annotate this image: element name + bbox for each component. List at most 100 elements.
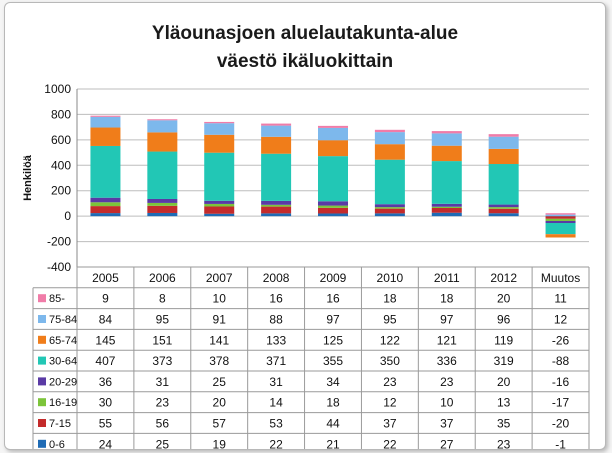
bar-segment-75-84-2011	[431, 133, 462, 146]
bar-segment-0-6-2011	[431, 212, 462, 217]
table-cell-value: 23	[156, 396, 170, 410]
bar-segment-16-19-Muutos	[545, 218, 576, 221]
legend-swatch	[38, 356, 46, 365]
bar-segment-75-84-2007	[204, 123, 235, 135]
table-cell-value: 30	[99, 396, 113, 410]
bar-segment-30-64-2010	[374, 159, 405, 205]
bar-segment-65-74-Muutos	[545, 234, 576, 238]
table-cell-value: 97	[326, 313, 340, 327]
legend-swatch	[38, 419, 46, 427]
table-cell-value: 31	[156, 375, 170, 389]
bar-segment-85--2010	[374, 129, 405, 133]
bar-segment-20-29-2005	[90, 197, 121, 203]
bar-segment-30-64-2007	[204, 152, 235, 201]
table-cell-value: -20	[552, 417, 570, 431]
y-tick-layer: 1000 800 600 400 200 0 -200 -400	[44, 82, 71, 274]
bar-segment-7-15-2012	[488, 208, 519, 214]
bar-segment-20-29-2007	[204, 200, 235, 204]
bar-segment-85--2012	[488, 134, 519, 137]
bar-segment-7-15-2011	[431, 208, 462, 213]
table-cell-value: 336	[437, 354, 457, 368]
chart-frame: Yläounasjoen aluelautakunta-alue väestö …	[4, 2, 606, 450]
bar-segment-30-64-2006	[147, 151, 178, 199]
table-cell-value: 22	[269, 437, 283, 449]
table-cell-value: 13	[497, 396, 511, 410]
table-cell-value: 14	[269, 396, 283, 410]
table-cell-value: 18	[326, 396, 340, 410]
table-cell-value: 373	[152, 354, 172, 368]
bar-segment-85--Muutos	[545, 213, 576, 215]
bar-segment-75-84-2008	[261, 125, 292, 137]
bar-segment-85--2007	[204, 121, 235, 124]
bar-segment-0-6-2010	[374, 213, 405, 217]
table-cell-value: 95	[156, 313, 170, 327]
bar-segment-30-64-2008	[261, 153, 292, 201]
bar-segment-30-64-2005	[90, 145, 121, 198]
x-category-label: 2010	[377, 271, 404, 285]
table-cell-value: 53	[269, 417, 283, 431]
table-cell-value: 18	[383, 292, 397, 306]
bar-segment-20-29-2006	[147, 198, 178, 203]
table-cell-value: 23	[440, 375, 454, 389]
bar-segment-0-6-2005	[90, 213, 121, 217]
table-cell-value: -26	[552, 333, 570, 347]
table-cell-value: 24	[99, 437, 113, 449]
bar-segment-7-15-2010	[374, 208, 405, 214]
legend-swatch	[38, 439, 46, 448]
chart-svg: Yläounasjoen aluelautakunta-alue väestö …	[22, 23, 590, 449]
table-cell-value: 20	[213, 396, 227, 410]
x-category-label: 2009	[320, 271, 347, 285]
table-cell-value: 22	[383, 437, 397, 449]
legend-label: 0-6	[49, 439, 65, 449]
table-cell-value: 133	[266, 333, 286, 347]
bar-segment-16-19-2010	[374, 207, 405, 209]
legend-label: 16-19	[49, 397, 77, 409]
bar-segment-85--2009	[318, 125, 348, 128]
y-tick-label: 400	[51, 158, 71, 172]
bar-segment-0-6-2007	[204, 213, 235, 217]
x-category-label: 2011	[434, 271, 460, 285]
table-cell-value: -1	[555, 437, 566, 449]
bar-segment-65-74-2006	[147, 132, 178, 152]
bar-segment-30-64-2011	[431, 161, 462, 204]
table-cell-value: 84	[99, 313, 113, 327]
legend-swatch	[38, 335, 46, 344]
x-category-label: 2007	[206, 271, 233, 285]
table-cell-value: 10	[440, 396, 454, 410]
bar-segment-20-29-Muutos	[545, 220, 576, 224]
table-cell-value: 20	[497, 375, 511, 389]
table-cell-value: 119	[494, 333, 513, 347]
table-cell-value: 23	[383, 375, 397, 389]
bar-segment-0-6-2012	[488, 213, 519, 217]
bar-segment-20-29-2010	[374, 204, 405, 208]
table-cell-value: 25	[213, 375, 227, 389]
table-cell-value: 10	[213, 292, 227, 306]
bar-segment-16-19-2012	[488, 207, 519, 209]
table-cell-value: 91	[213, 313, 227, 327]
table-cell-value: 21	[326, 437, 340, 449]
bar-segment-0-6-2006	[147, 212, 178, 217]
bar-segment-65-74-2007	[204, 134, 235, 153]
y-tick-label: 0	[64, 209, 71, 223]
table-cell-value: -17	[552, 396, 570, 410]
bar-segment-65-74-2011	[431, 145, 462, 162]
bar-segment-7-15-2009	[318, 207, 348, 214]
table-cell-value: 56	[156, 417, 170, 431]
bar-segment-85--2006	[147, 119, 178, 121]
table-cell-value: 125	[323, 333, 343, 347]
legend-label: 7-15	[49, 418, 71, 430]
bar-segment-0-6-2008	[261, 213, 292, 217]
legend-swatch	[38, 315, 46, 323]
x-category-label: 2006	[149, 271, 176, 285]
x-category-label: 2008	[263, 271, 290, 285]
y-tick-label: 200	[51, 184, 71, 198]
y-axis-label: Henkilöä	[22, 154, 34, 201]
table-cell-value: 8	[159, 292, 166, 306]
legend-swatch	[38, 294, 46, 303]
table-cell-value: 37	[383, 417, 397, 431]
table-cell-value: 145	[95, 333, 115, 347]
y-tick-label: -400	[47, 260, 71, 274]
table-cell-value: 27	[440, 437, 454, 449]
bar-segment-20-29-2012	[488, 204, 519, 208]
bar-segment-65-74-2009	[318, 140, 348, 157]
